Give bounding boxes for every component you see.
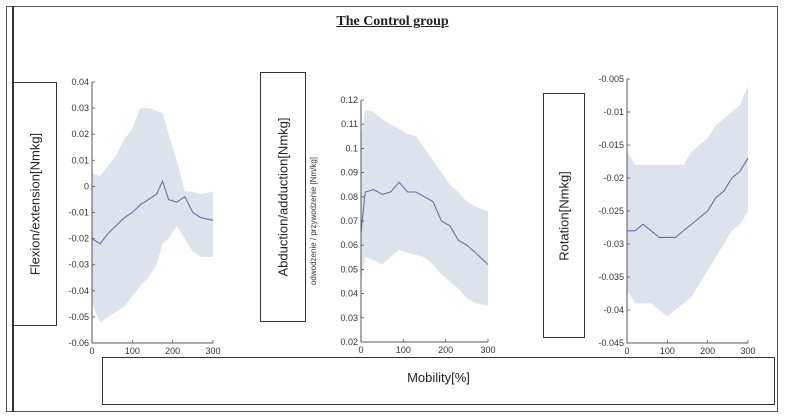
chart-2-xtick-label: 0: [358, 345, 363, 355]
chart-3-ytick-label: -0.015: [598, 140, 624, 150]
chart-1-ytick-label: 0.02: [71, 129, 89, 139]
chart-3-xtick-label: 300: [740, 346, 755, 356]
chart-2-ytick-label: 0.08: [340, 192, 358, 202]
chart-2-std-band: [361, 109, 488, 306]
chart-1-std-band: [92, 108, 213, 323]
ylabel-box-flexion: Flexion/extension[Nmkg]: [13, 82, 57, 326]
chart-1-mean-line: [91, 179, 214, 245]
chart-3-xtick-label: 200: [700, 346, 715, 356]
figure-frame: [6, 6, 778, 412]
chart-3-mean-line: [627, 157, 749, 238]
chart-2-ytick-label: 0.03: [340, 313, 358, 323]
xlabel-mobility: Mobility[%]: [407, 370, 470, 385]
ylabel-box-abduction: Abduction/adduction[Nmkg]: [260, 72, 306, 322]
figure-title: The Control group: [336, 14, 449, 29]
ylabel-box-rotation: Rotation[Nmkg]: [543, 93, 585, 338]
chart-1-xtick-label: 300: [205, 346, 220, 356]
chart-2-ytick-label: 0.02: [340, 337, 358, 347]
chart-3-ytick-label: -0.03: [603, 239, 624, 249]
chart-3-ytick-label: -0.04: [603, 305, 624, 315]
chart-2-xtick-label: 200: [438, 345, 453, 355]
chart-1-ytick-label: 0.03: [71, 103, 89, 113]
chart-1-xtick-label: 100: [125, 346, 140, 356]
chart-2-xtick-label: 100: [396, 345, 411, 355]
chart-1-ytick-label: 0.04: [71, 77, 89, 87]
chart-3-xtick-label: 0: [624, 346, 629, 356]
chart-2-ytick-label: 0.04: [340, 289, 358, 299]
xlabel-box: Mobility[%]: [102, 357, 775, 405]
chart-2-mean-line: [360, 181, 489, 265]
chart-2-ytick-label: 0.1: [345, 143, 358, 153]
chart-2-ytick-label: 0.12: [340, 95, 358, 105]
chart-1-ytick-label: -0.01: [68, 208, 89, 218]
chart-3-ytick-label: -0.01: [603, 107, 624, 117]
chart-3-ytick-label: -0.025: [598, 206, 624, 216]
chart-2-ytick-label: 0.09: [340, 168, 358, 178]
chart-1-ytick-label: 0: [84, 181, 89, 191]
chart-1-xtick-label: 0: [89, 346, 94, 356]
chart-2-ytick-label: 0.05: [340, 264, 358, 274]
chart-1-ytick-label: -0.05: [68, 312, 89, 322]
chart-3-ytick-label: -0.02: [603, 173, 624, 183]
chart-1-xtick-label: 200: [165, 346, 180, 356]
chart-3-ytick-label: -0.005: [598, 74, 624, 84]
chart-2-ytick-label: 0.07: [340, 216, 358, 226]
chart-2-xtick-label: 300: [480, 345, 495, 355]
chart-3-std-band: [627, 85, 748, 317]
chart-1-ytick-label: -0.03: [68, 260, 89, 270]
chart-2-ytick-label: 0.11: [341, 119, 358, 129]
chart-3-xtick-label: 100: [660, 346, 675, 356]
chart-3-ytick-label: -0.045: [598, 338, 624, 348]
chart-2-ytick-label: 0.06: [340, 240, 358, 250]
chart-3-ytick-label: -0.035: [598, 272, 624, 282]
chart-1-ytick-label: 0.01: [71, 155, 89, 165]
chart-1-ytick-label: -0.06: [68, 338, 89, 348]
chart-2-inner-ylabel: odwodzenie / przywodzenie [Nm/kg]: [309, 157, 318, 285]
chart-1-ytick-label: -0.02: [68, 234, 89, 244]
chart-1-ytick-label: -0.04: [68, 286, 89, 296]
